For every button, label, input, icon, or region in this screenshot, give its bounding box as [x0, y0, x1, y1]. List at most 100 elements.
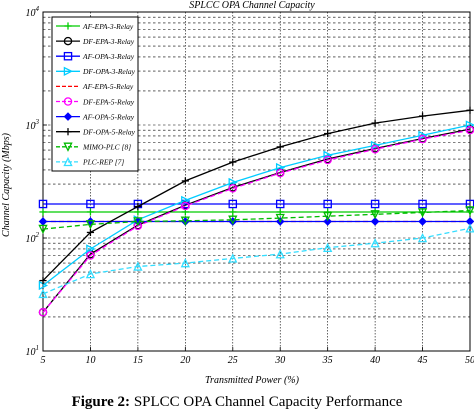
triangle-down-marker	[465, 206, 474, 216]
legend-label: AF-EPA-5-Relay	[82, 82, 134, 91]
caption-label: Figure 2:	[71, 394, 131, 410]
diamond-marker	[370, 217, 380, 226]
square-marker	[275, 199, 285, 209]
triangle-up-marker	[38, 288, 48, 299]
diamond-marker	[418, 217, 427, 226]
diamond-marker	[323, 217, 332, 226]
plus-marker	[466, 106, 474, 114]
triangle-right-marker	[370, 140, 381, 151]
triangle-down-marker	[38, 224, 48, 235]
x-tick-label: 45	[418, 355, 428, 366]
legend-item: AF-OPA-3-Relay	[56, 51, 135, 61]
legend-label: AF-OPA-5-Relay	[82, 112, 135, 121]
series-9	[38, 206, 474, 235]
plus-marker	[324, 129, 332, 138]
x-tick-label: 30	[274, 355, 285, 366]
triangle-up-marker	[180, 258, 190, 268]
square-marker	[63, 51, 73, 61]
triangle-up-marker	[228, 253, 238, 263]
triangle-right-marker	[86, 244, 96, 254]
x-tick-label: 20	[180, 355, 190, 366]
data-series	[38, 106, 474, 317]
plus-marker	[229, 208, 237, 216]
y-axis-label: Channel Capacity (Mbps)	[1, 132, 12, 237]
circle-marker	[63, 36, 73, 46]
diamond-marker	[63, 112, 73, 121]
plot-frame	[42, 11, 471, 352]
legend-label: DF-OPA-5-Relay	[82, 128, 136, 137]
legend-item: DF-OPA-5-Relay	[56, 128, 136, 137]
circle-marker	[86, 251, 95, 260]
x-tick-label: 10	[85, 355, 95, 366]
circle-marker	[63, 97, 73, 106]
legend-label: AF-OPA-3-Relay	[82, 52, 135, 61]
legend-item: AF-EPA-3-Relay	[56, 22, 134, 31]
legend-label: DF-EPA-5-Relay	[82, 97, 135, 106]
legend-item: AF-OPA-5-Relay	[56, 112, 135, 121]
plus-marker	[39, 208, 47, 216]
series-line	[42, 124, 471, 287]
x-tick-label: 15	[133, 355, 143, 366]
plus-marker	[86, 208, 95, 216]
triangle-up-marker	[85, 268, 96, 279]
series-line	[42, 109, 471, 282]
plus-marker	[229, 158, 237, 166]
circle-marker	[370, 145, 380, 154]
legend-item: MIMO-PLC [8]	[56, 142, 131, 152]
legend-label: AF-EPA-3-Relay	[82, 22, 134, 31]
triangle-down-marker	[180, 216, 190, 226]
circle-marker	[228, 184, 238, 193]
y-tick-label: 101	[26, 344, 40, 358]
legend-item: DF-EPA-3-Relay	[56, 36, 135, 46]
square-marker	[370, 199, 380, 209]
series-line	[42, 227, 471, 295]
legend-item: DF-EPA-5-Relay	[56, 97, 135, 106]
triangle-up-marker	[370, 238, 380, 248]
plus-marker	[134, 202, 142, 211]
figure-caption: Figure 2: SPLCC OPA Channel Capacity Per…	[0, 393, 474, 411]
x-tick-label: 50	[465, 355, 474, 366]
square-marker	[323, 199, 332, 209]
y-tick-label: 104	[26, 5, 40, 19]
x-tick-label: 35	[322, 355, 333, 366]
y-tick-label: 103	[26, 118, 40, 132]
square-marker	[418, 199, 427, 209]
triangle-right-marker	[418, 130, 428, 140]
triangle-down-marker	[133, 217, 143, 227]
triangle-up-marker	[417, 232, 428, 243]
plus-marker	[64, 128, 72, 136]
circle-marker	[323, 155, 332, 165]
plus-marker	[181, 177, 189, 185]
triangle-up-marker	[465, 223, 474, 233]
series-line	[42, 209, 471, 230]
y-tick-label: 102	[26, 231, 40, 245]
triangle-right-marker	[63, 66, 74, 76]
legend-item: AF-EPA-5-Relay	[56, 82, 134, 91]
x-tick-label: 40	[370, 355, 380, 366]
triangle-down-marker	[275, 213, 285, 224]
triangle-down-marker	[370, 210, 380, 220]
circle-marker	[418, 134, 427, 144]
series-10	[38, 223, 474, 299]
legend-item: PLC-REP [7]	[56, 156, 124, 167]
square-marker	[38, 199, 48, 209]
x-tick-label: 25	[228, 355, 238, 366]
legend-label: PLC-REP [7]	[82, 158, 124, 167]
series-line	[42, 128, 471, 313]
triangle-down-marker	[323, 211, 333, 222]
triangle-down-marker	[63, 142, 73, 152]
plus-marker	[371, 119, 379, 127]
plus-marker	[39, 276, 47, 285]
plus-marker	[86, 228, 95, 237]
triangle-down-marker	[85, 220, 96, 230]
triangle-up-marker	[275, 249, 285, 259]
legend: AF-EPA-3-Relay DF-EPA-3-Relay AF-OPA-3-Rel…	[51, 16, 139, 172]
axis-ticks: 5 10 15 20 25 30 35 40 45 50 101 102 103 104	[26, 5, 474, 366]
plus-marker	[276, 143, 284, 151]
legend-item: DF-OPA-3-Relay	[56, 66, 136, 76]
triangle-up-marker	[323, 242, 333, 252]
plus-marker	[64, 22, 72, 30]
plus-marker	[418, 112, 427, 120]
square-marker	[86, 199, 95, 209]
